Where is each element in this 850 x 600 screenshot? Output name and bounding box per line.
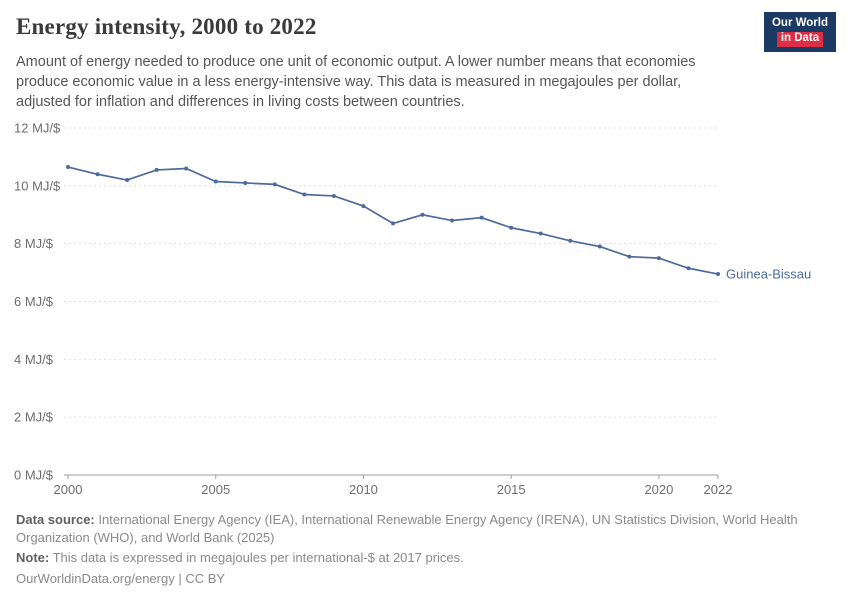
data-point[interactable] [302,192,307,197]
series-line[interactable] [67,166,719,275]
note-label: Note: [16,550,50,566]
data-point[interactable] [686,266,691,271]
chart-canvas[interactable]: 0 MJ/$ 2 MJ/$ 4 MJ/$ 6 MJ/$ 8 MJ/$ 10 MJ/$ 12 … [0,112,850,512]
data-point[interactable] [450,218,455,223]
chart-footer: Data source: International Energy Agency… [16,511,808,590]
data-source-line: Data source: International Energy Agency… [16,511,808,546]
x-axis-tick-label: 2010 [349,482,378,497]
y-axis-tick-label: 6 MJ/$ [14,294,54,309]
x-axis-tick-label: 2020 [644,482,673,497]
data-point[interactable] [479,215,484,220]
data-point[interactable] [331,193,336,198]
x-axis-tick-label: 2000 [54,482,83,497]
data-point[interactable] [509,225,514,230]
chart-subtitle: Amount of energy needed to produce one u… [16,54,696,110]
x-axis-tick-label: 2022 [704,482,733,497]
data-point[interactable] [597,244,602,249]
y-axis-tick-label: 0 MJ/$ [14,468,54,483]
data-point[interactable] [538,231,543,236]
y-axis-tick-label: 10 MJ/$ [14,178,61,193]
y-axis-tick-label: 12 MJ/$ [14,121,61,136]
data-point[interactable] [66,165,70,170]
y-axis-tick-label: 4 MJ/$ [14,352,54,367]
y-axis-tick-label: 2 MJ/$ [14,410,54,425]
data-point[interactable] [243,180,248,185]
data-point[interactable] [272,182,277,187]
data-point[interactable] [656,256,661,261]
data-source-label: Data source: [16,512,95,527]
data-point[interactable] [361,204,366,209]
x-axis-tick-label: 2015 [497,482,526,497]
y-axis-tick-label: 8 MJ/$ [14,236,54,251]
data-point[interactable] [125,178,130,183]
data-point[interactable] [420,212,425,217]
cc-by-link[interactable]: CC BY [185,570,226,586]
data-point[interactable] [568,238,573,243]
series-label[interactable]: Guinea-Bissau [726,267,811,282]
logo-line2: in Data [776,31,824,47]
data-point[interactable] [184,166,189,171]
logo-line1: Our World [771,17,828,29]
data-point[interactable] [95,172,100,177]
owid-logo[interactable]: Our World in Data [763,12,836,52]
page-title: Energy intensity, 2000 to 2022 [16,14,317,39]
data-point[interactable] [391,221,395,226]
data-source-text: International Energy Agency (IEA), Inter… [16,512,798,545]
note-line: Note: This data is expressed in megajoul… [16,549,808,567]
license-line: OurWorldinData.org/energy | CC BY [16,570,808,588]
owid-url-link[interactable]: OurWorldinData.org/energy [16,570,175,586]
x-axis-tick-label: 2005 [201,482,230,497]
data-point[interactable] [154,167,159,172]
data-point[interactable] [716,272,720,277]
note-text: This data is expressed in megajoules per… [49,550,464,566]
data-point[interactable] [213,179,218,184]
data-point[interactable] [627,254,632,259]
license-separator: | [174,570,186,586]
